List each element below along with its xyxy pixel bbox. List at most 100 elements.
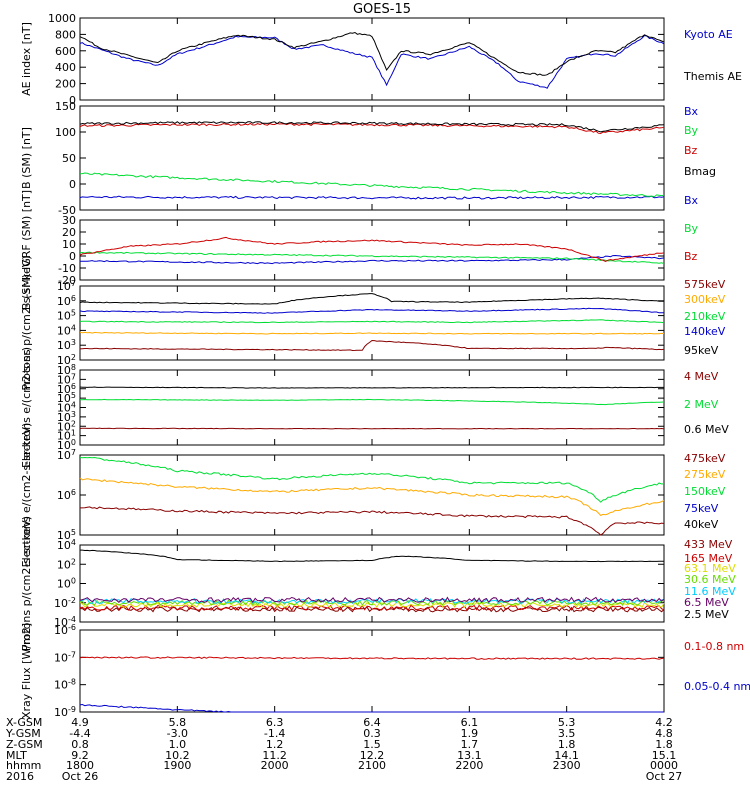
legend-entry: 6.5 MeV (684, 596, 729, 609)
y-tick-label: 150 (55, 100, 76, 113)
y-tick-label: 10 (62, 238, 76, 251)
ephemeris-value: 2200 (455, 759, 483, 772)
legend-entry: 30.6 MeV (684, 573, 736, 586)
y-tick-label: 106 (57, 382, 76, 396)
series-line-30-6-mev (79, 599, 664, 607)
y-tick-label: 20 (62, 226, 76, 239)
legend-entry: 0.05-0.4 nm (684, 680, 750, 693)
ephemeris-value: 1.8 (558, 738, 576, 751)
panel-1: 0 200 400 600 800 1000 AE index [nT] Kyoto AE Th… (20, 12, 742, 107)
ephemeris-value: -4.4 (69, 727, 90, 740)
ephemeris-value: 12.2 (360, 749, 385, 762)
series-line-themis-ae (79, 31, 665, 76)
panel-frame (79, 17, 665, 101)
ephemeris-value: 1800 (66, 759, 94, 772)
y-tick-label: 0 (69, 94, 76, 107)
ephemeris-value: 5.3 (558, 716, 576, 729)
series-line-by (79, 251, 665, 265)
ephemeris-table: X-GSM 4.9 5.8 6.3 6.4 6.1 5.3 4.2 Y-GSM -4.4 -3.0 -… (5, 716, 682, 783)
y-tick-label: 106 (57, 488, 76, 502)
legend-entry: Bz (684, 250, 698, 263)
y-tick-label: 200 (55, 78, 76, 91)
ephemeris-value: 1.8 (655, 738, 673, 751)
y-tick-label: 1000 (48, 12, 76, 25)
ephemeris-value: 14.1 (554, 749, 579, 762)
series-line-bx (79, 195, 665, 200)
series-line-275kev (79, 477, 665, 516)
legend-entry: 275keV (684, 468, 726, 481)
legend-entry: Bx (684, 194, 699, 207)
legend-entry: 0.1-0.8 nm (684, 640, 744, 653)
panel-frame (79, 454, 665, 536)
panel-7: 10-4 10-2 100 102 104 Protons p/(cm2-s-sr-keV… (20, 516, 736, 651)
legend-entry: 75keV (684, 502, 719, 515)
series-line-140kev (79, 307, 664, 314)
series-line-0-05-0-4-nm (79, 703, 664, 713)
ephemeris-row-label: Z-GSM (6, 738, 43, 751)
ephemeris-value: 6.1 (461, 716, 479, 729)
y-tick-label: 105 (57, 309, 76, 323)
panel-2: -50 0 50 100 150 B (SM) [nT] Bx By Bz Bmag (20, 100, 716, 217)
series-line-6-5-mev (79, 596, 665, 604)
panel-8: 10-9 10-8 10-7 10-6 Xray Flux [W/m2] 0.1-0.8 … (20, 623, 750, 719)
y-tick-label: 10-4 (54, 615, 76, 629)
y-axis-label: B (SM)-IGRF (SM) [nT] (20, 190, 33, 310)
y-tick-label: 100 (55, 126, 76, 139)
ephemeris-value: 1.9 (461, 727, 479, 740)
y-tick-label: 102 (57, 353, 76, 367)
y-tick-label: 104 (57, 323, 76, 337)
legend-entry: By (684, 222, 699, 235)
y-tick-label: 10-6 (54, 623, 76, 637)
legend-entry: Themis AE (683, 70, 742, 83)
panel-frame (79, 629, 665, 713)
legend-entry: 475keV (684, 452, 726, 465)
y-tick-label: 102 (57, 419, 76, 433)
series-line-by (79, 172, 665, 198)
y-axis-label: Xray Flux [W/m2] (20, 623, 33, 719)
series-line-2-mev (79, 398, 665, 406)
y-tick-label: 800 (55, 28, 76, 41)
series-line-0-6-mev (79, 386, 664, 389)
ephemeris-value: 0.3 (363, 727, 381, 740)
y-tick-label: 102 (57, 557, 76, 571)
legend-entry: 40keV (684, 518, 719, 531)
y-tick-label: -10 (58, 262, 76, 275)
ephemeris-value: -1.4 (264, 727, 285, 740)
y-tick-label: 104 (57, 538, 76, 552)
y-tick-label: 104 (57, 401, 76, 415)
ephemeris-row-label: Y-GSM (5, 727, 41, 740)
y-tick-label: 101 (57, 429, 76, 443)
ephemeris-value: 11.2 (262, 749, 287, 762)
legend-entry: Bz (684, 144, 698, 157)
legend-entry: 95keV (684, 344, 719, 357)
y-tick-label: 103 (57, 338, 76, 352)
series-line-0-1-0-8-nm (79, 656, 665, 660)
ephemeris-row-label: 2016 (6, 770, 34, 783)
ephemeris-value: 4.8 (655, 727, 673, 740)
y-tick-label: 0 (69, 250, 76, 263)
series-line-bz (79, 236, 665, 262)
legend-entry: 150keV (684, 485, 726, 498)
legend-entry: 63.1 MeV (684, 562, 736, 575)
ephemeris-value: Oct 27 (646, 770, 683, 783)
ephemeris-row-label: X-GSM (6, 716, 42, 729)
y-tick-label: 10-8 (54, 678, 76, 692)
ephemeris-value: -3.0 (167, 727, 188, 740)
ephemeris-value: 15.1 (652, 749, 677, 762)
y-tick-label: 100 (57, 438, 76, 452)
legend-entry: 300keV (684, 293, 726, 306)
y-axis-label: Electrons e/(cm2-s-sr-keV) (20, 423, 33, 568)
y-axis-label: Protons p/(cm2-s-sr-keV) (20, 516, 33, 651)
ephemeris-value: 3.5 (558, 727, 576, 740)
ephemeris-value: 1900 (163, 759, 191, 772)
y-axis-label: B (SM) [nT] (20, 127, 33, 189)
y-axis-label: AE index [nT] (20, 22, 33, 96)
panel-frame (79, 219, 665, 281)
series-line-11-6-mev (79, 597, 665, 605)
ephemeris-value: 2000 (261, 759, 289, 772)
panel-frame (79, 369, 665, 446)
